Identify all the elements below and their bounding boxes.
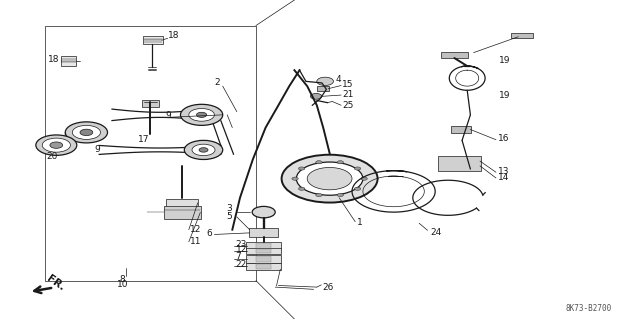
Text: 18: 18 <box>168 31 179 40</box>
Text: 17: 17 <box>138 135 149 144</box>
Text: 12: 12 <box>190 225 202 234</box>
Circle shape <box>180 104 223 125</box>
Text: 3: 3 <box>227 204 232 213</box>
Circle shape <box>282 155 378 203</box>
Circle shape <box>296 162 363 195</box>
FancyBboxPatch shape <box>142 100 159 107</box>
Text: 7: 7 <box>236 252 241 261</box>
Circle shape <box>189 108 214 121</box>
Circle shape <box>42 138 70 152</box>
FancyBboxPatch shape <box>256 243 271 249</box>
Text: 14: 14 <box>498 173 509 182</box>
FancyBboxPatch shape <box>441 52 468 58</box>
Text: 9: 9 <box>165 111 171 120</box>
Circle shape <box>337 193 344 197</box>
FancyBboxPatch shape <box>246 248 281 254</box>
FancyBboxPatch shape <box>246 263 281 270</box>
Text: 11: 11 <box>190 237 202 246</box>
Text: 24: 24 <box>430 228 442 237</box>
Text: 8: 8 <box>119 275 125 284</box>
Circle shape <box>298 167 305 170</box>
Circle shape <box>50 142 63 148</box>
Text: 18: 18 <box>48 55 60 63</box>
Text: 19: 19 <box>499 91 511 100</box>
Circle shape <box>65 122 108 143</box>
FancyBboxPatch shape <box>143 36 163 44</box>
Text: 8K73-B2700: 8K73-B2700 <box>566 304 612 313</box>
Circle shape <box>355 167 361 170</box>
Text: 22: 22 <box>236 260 247 269</box>
Text: 23: 23 <box>236 240 247 249</box>
Circle shape <box>361 177 367 180</box>
Text: 26: 26 <box>323 283 334 292</box>
Circle shape <box>355 187 361 190</box>
Text: 4: 4 <box>336 75 342 84</box>
Circle shape <box>316 161 322 164</box>
FancyBboxPatch shape <box>256 264 271 269</box>
FancyBboxPatch shape <box>166 199 198 207</box>
FancyBboxPatch shape <box>61 56 76 66</box>
FancyBboxPatch shape <box>249 228 278 237</box>
FancyBboxPatch shape <box>317 86 329 91</box>
Circle shape <box>307 167 352 190</box>
Circle shape <box>292 177 298 180</box>
Circle shape <box>310 93 322 99</box>
Text: 9: 9 <box>95 145 100 154</box>
Circle shape <box>80 129 93 136</box>
Circle shape <box>192 144 215 156</box>
FancyBboxPatch shape <box>256 256 271 262</box>
Circle shape <box>317 77 333 85</box>
FancyBboxPatch shape <box>256 249 271 253</box>
Text: FR.: FR. <box>45 273 67 293</box>
Bar <box>45 26 256 281</box>
Circle shape <box>337 161 344 164</box>
Text: 19: 19 <box>499 56 511 65</box>
Text: 2: 2 <box>214 78 220 87</box>
Text: 20: 20 <box>46 152 58 161</box>
Text: 1: 1 <box>357 218 363 227</box>
Text: 5: 5 <box>227 212 232 221</box>
Text: 12: 12 <box>236 245 247 254</box>
FancyBboxPatch shape <box>246 255 281 263</box>
Circle shape <box>36 135 77 155</box>
FancyBboxPatch shape <box>438 156 481 171</box>
Text: 10: 10 <box>117 280 129 289</box>
Circle shape <box>298 187 305 190</box>
Text: 15: 15 <box>342 80 354 89</box>
Circle shape <box>184 140 223 160</box>
FancyBboxPatch shape <box>511 33 533 38</box>
Circle shape <box>316 193 322 197</box>
Circle shape <box>72 125 100 139</box>
Circle shape <box>252 206 275 218</box>
Text: 16: 16 <box>498 134 509 143</box>
Text: 6: 6 <box>206 229 212 238</box>
Circle shape <box>196 112 207 117</box>
Text: 13: 13 <box>498 167 509 176</box>
Text: 25: 25 <box>342 101 354 110</box>
FancyBboxPatch shape <box>164 206 201 219</box>
FancyBboxPatch shape <box>246 242 281 249</box>
Text: 21: 21 <box>342 90 354 99</box>
Circle shape <box>199 148 208 152</box>
FancyBboxPatch shape <box>451 126 471 133</box>
